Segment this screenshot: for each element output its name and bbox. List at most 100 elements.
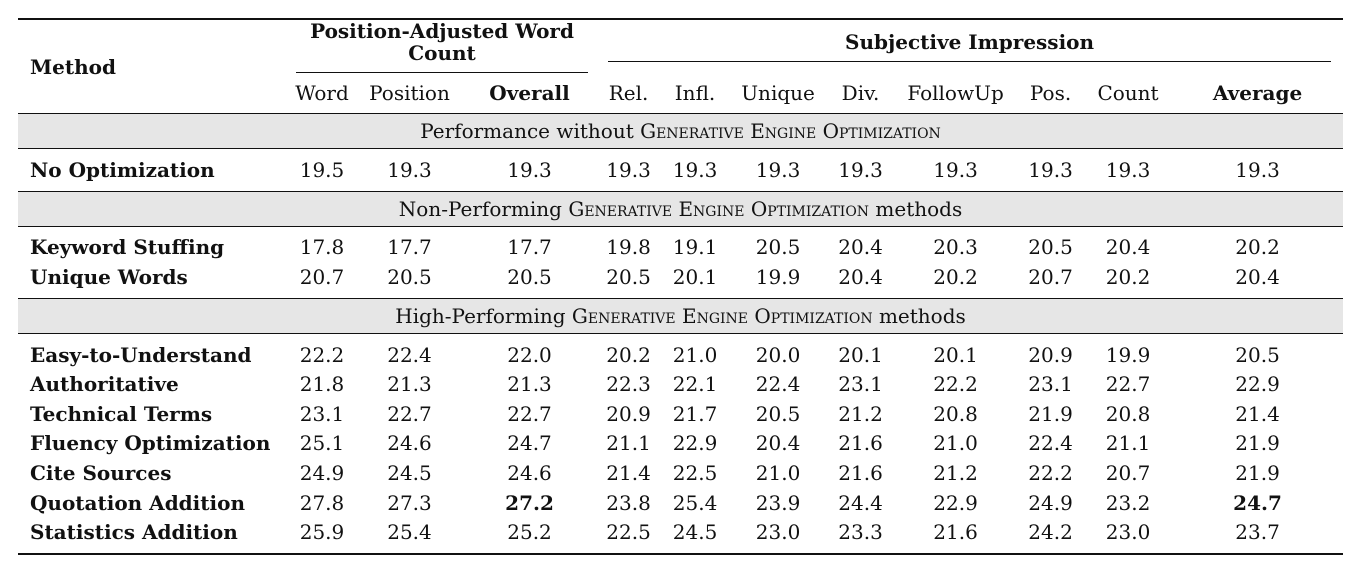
value-cell: 20.4 [1105,235,1151,260]
value-cell: 22.9 [672,431,718,456]
method-header: Method [18,18,288,114]
value-cell: 24.9 [1028,490,1073,515]
value-cell: 27.3 [387,490,432,515]
column-header-pos: Pos. [1017,73,1085,114]
value-cell: 21.3 [507,372,552,397]
value-cell: 20.7 [1105,460,1151,485]
value-cell: 19.3 [1105,157,1151,182]
value-cell: 20.2 [606,342,651,367]
method-name: Statistics Addition [30,520,238,545]
value-cell: 20.7 [299,264,345,289]
value-cell: 20.8 [1105,401,1151,426]
section-title: Performance without Generative Engine Op… [18,113,1344,149]
value-cell: 23.3 [838,520,883,545]
value-cell: 20.4 [838,235,883,260]
value-cell: 21.4 [606,460,651,485]
value-cell: 24.5 [672,520,718,545]
section-title-smallcaps: Generative Engine Optimization [640,119,941,143]
table-row: Quotation Addition 27.8 27.3 27.2 23.8 25.4 23… [18,488,1343,518]
value-cell: 19.3 [507,157,552,182]
value-cell: 22.7 [507,401,552,426]
column-header-overall: Overall [463,73,597,114]
method-name: Quotation Addition [30,490,245,515]
value-cell: 21.3 [387,372,432,397]
value-cell: 23.1 [299,401,345,426]
value-cell: 21.1 [606,431,651,456]
value-cell: 20.4 [1235,264,1280,289]
table-row: Unique Words 20.7 20.5 20.5 20.5 20.1 19.9 20.4… [18,262,1343,292]
table-row: Technical Terms 23.1 22.7 22.7 20.9 21.7 20.5 2… [18,399,1343,429]
method-name: Unique Words [30,264,188,289]
value-cell: 21.2 [933,460,978,485]
value-cell: 20.5 [387,264,432,289]
method-name: No Optimization [30,157,215,182]
section-title: Non-Performing Generative Engine Optimiz… [18,191,1344,227]
section-title-prefix: Non-Performing [398,196,569,221]
value-cell: 22.7 [387,401,432,426]
column-header-div: Div. [827,73,895,114]
section-title-smallcaps: Generative Engine Optimization [568,196,870,221]
value-cell: 23.7 [1235,520,1280,545]
value-cell: 21.9 [1028,401,1073,426]
value-cell: 22.4 [1028,431,1073,456]
column-header-average: Average [1172,73,1344,114]
value-cell: 21.6 [933,520,978,545]
group-subjective-header: Subjective Impression [596,18,1344,73]
value-cell: 22.0 [507,342,552,367]
value-cell: 20.1 [838,342,883,367]
value-cell: 23.1 [838,372,883,397]
group-header-row: Method Position-Adjusted Word Count Subj… [18,18,1344,114]
value-cell: 19.9 [1105,342,1151,367]
value-cell: 20.1 [672,264,718,289]
value-cell: 20.5 [606,264,651,289]
group-word-count-header: Position-Adjusted Word Count [288,18,597,73]
value-cell: 24.9 [299,460,345,485]
value-cell: 19.5 [299,157,345,182]
spacer [18,291,1344,299]
value-cell: 20.1 [933,342,978,367]
value-cell: 21.6 [838,431,883,456]
value-cell: 17.8 [299,235,345,260]
value-cell: 19.3 [933,157,978,182]
value-cell: 20.9 [606,401,651,426]
value-cell: 19.3 [1235,157,1280,182]
value-cell: 19.3 [1028,157,1073,182]
value-cell: 20.4 [838,264,883,289]
section-header-row: Performance without Generative Engine Op… [18,113,1344,149]
value-cell: 21.8 [299,372,345,397]
value-cell: 24.7 [1233,490,1282,515]
value-cell: 22.9 [933,490,978,515]
value-cell: 23.0 [755,520,801,545]
table-row: Fluency Optimization 25.1 24.6 24.7 21.1 22.9… [18,429,1343,459]
table-row: Easy-to-Understand 22.2 22.4 22.0 20.2 21.0 20… [18,340,1343,370]
results-table: Method Position-Adjusted Word Count Subj… [18,18,1344,555]
value-cell: 20.7 [1028,264,1073,289]
column-header-infl: Infl. [661,73,730,114]
section-title-smallcaps: Generative Engine Optimization [571,303,873,328]
table-row: Cite Sources 24.9 24.5 24.6 21.4 22.5 21.0 21.6… [18,458,1343,488]
value-cell: 24.2 [1028,520,1073,545]
section-title-prefix: Performance without [420,119,641,143]
value-cell: 19.3 [838,157,883,182]
spacer-row [18,291,1344,299]
column-header-position: Position [356,73,463,114]
method-name: Keyword Stuffing [30,235,225,260]
method-name: Fluency Optimization [30,431,271,456]
value-cell: 20.0 [755,342,801,367]
method-name: Authoritative [30,372,179,397]
column-header-rel: Rel. [596,73,662,114]
value-cell: 25.1 [299,431,345,456]
value-cell: 25.4 [672,490,718,515]
value-cell: 20.5 [755,401,801,426]
value-cell: 22.2 [299,342,345,367]
spacer [18,546,1344,555]
group-word-count-label: Position-Adjusted Word Count [296,20,589,73]
spacer-row [18,546,1344,555]
value-cell: 19.8 [606,235,651,260]
column-header-unique: Unique [729,73,828,114]
value-cell: 20.5 [1235,342,1280,367]
value-cell: 21.2 [838,401,883,426]
value-cell: 21.9 [1235,460,1280,485]
value-cell: 24.6 [507,460,552,485]
value-cell: 20.5 [1028,235,1073,260]
